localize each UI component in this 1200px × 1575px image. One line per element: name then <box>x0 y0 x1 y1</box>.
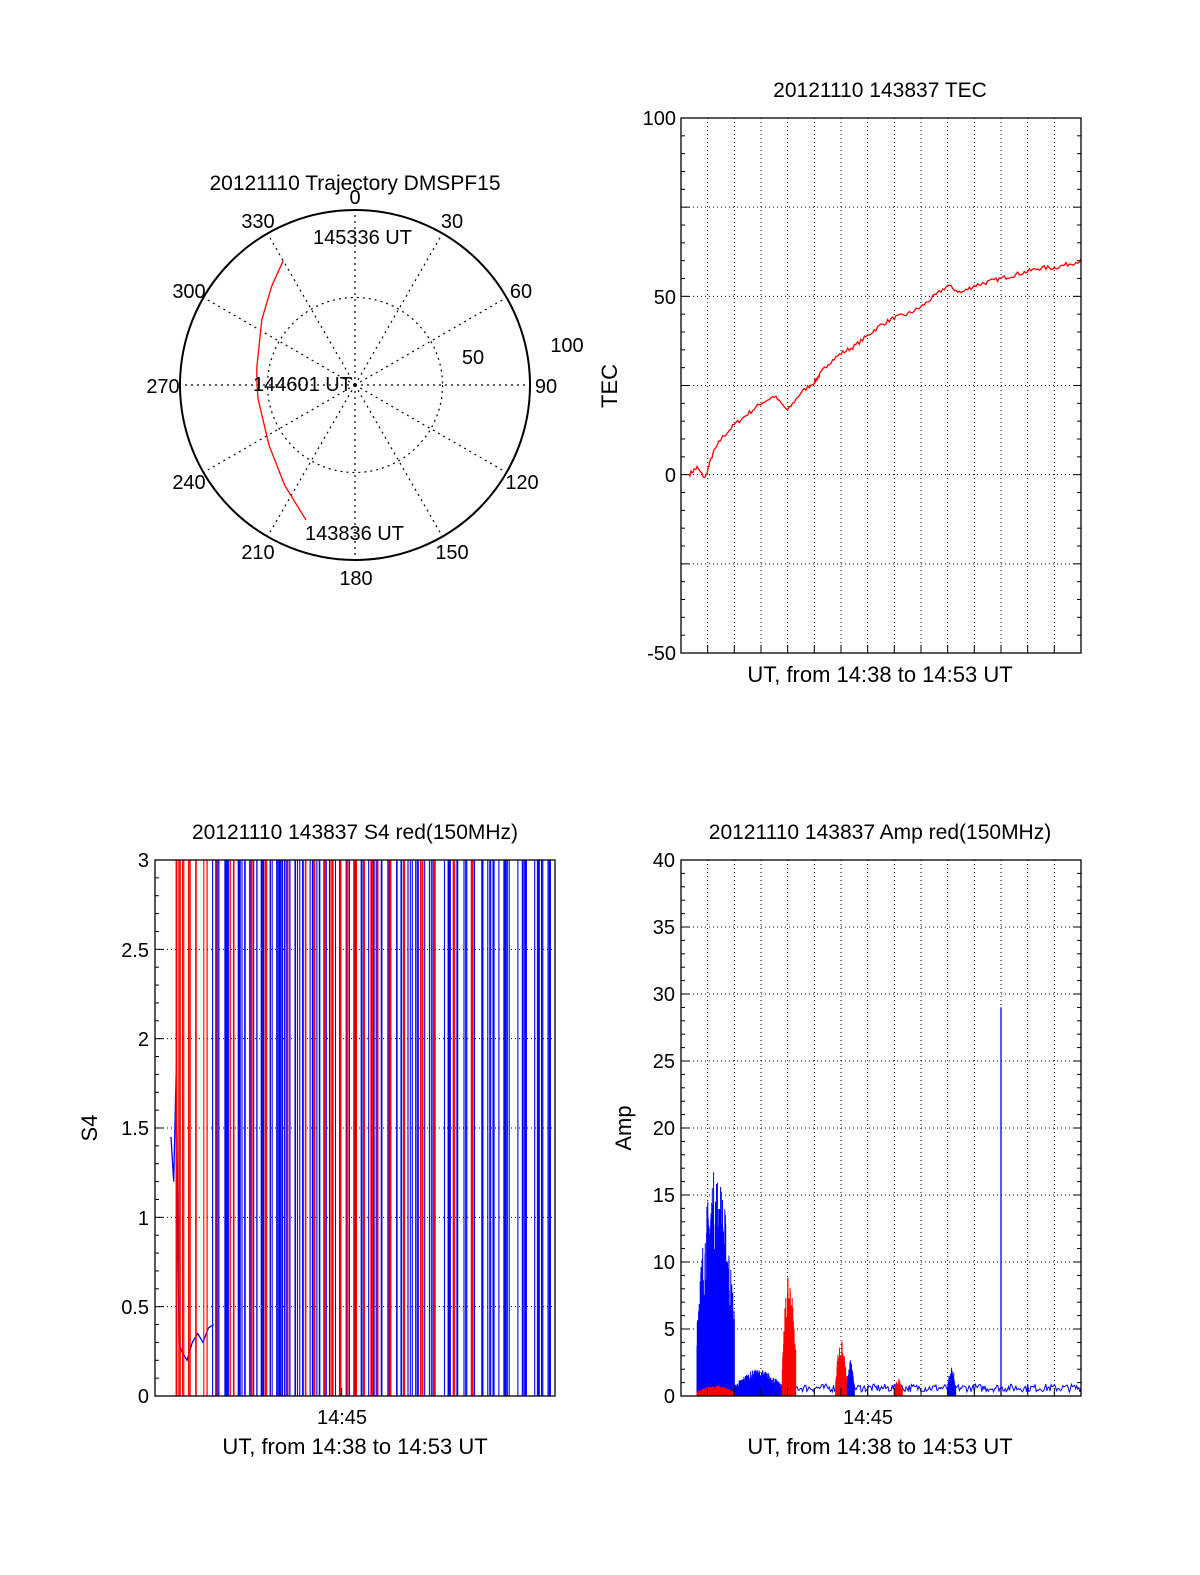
polar-angle-labels: 0 30 60 90 120 150 180 210 240 270 300 3… <box>146 187 557 590</box>
angle-label-210: 210 <box>241 542 274 564</box>
s4-ytick-2: 2 <box>138 1029 149 1051</box>
polar-outer-ring <box>179 209 531 561</box>
tec-y-axis-label: TEC <box>597 364 622 408</box>
angle-label-330: 330 <box>241 211 274 233</box>
s4-title: 20121110 143837 S4 red(150MHz) <box>192 821 518 844</box>
trajectory-track <box>256 260 307 521</box>
amp-ytick-5: 5 <box>664 1319 675 1341</box>
amp-red-burst-0 <box>696 1385 735 1396</box>
tec-series-line <box>688 258 1082 479</box>
amp-xtick-1445: 14:45 <box>843 1407 893 1429</box>
s4-x-axis-label: UT, from 14:38 to 14:53 UT <box>222 1434 487 1459</box>
radial-label-50: 50 <box>462 347 484 369</box>
amp-panel: 20121110 143837 Amp red(150MHz) 40 35 30… <box>611 821 1082 1459</box>
amp-x-axis-label: UT, from 14:38 to 14:53 UT <box>747 1434 1012 1459</box>
angle-label-180: 180 <box>339 568 372 590</box>
polar-spoke-60 <box>354 296 507 386</box>
trajectory-end-time: 145336 UT <box>313 227 412 249</box>
s4-ticks <box>155 877 343 1396</box>
angle-label-0: 0 <box>349 187 360 209</box>
polar-spoke-30 <box>354 233 444 386</box>
amp-title: 20121110 143837 Amp red(150MHz) <box>709 821 1051 844</box>
amp-ytick-0: 0 <box>664 1386 675 1408</box>
trajectory-title: 20121110 Trajectory DMSPF15 <box>209 172 500 195</box>
amp-ytick-15: 15 <box>653 1185 675 1207</box>
amp-blue-burst-0 <box>696 1172 735 1396</box>
angle-label-270: 270 <box>146 376 179 398</box>
amp-ytick-10: 10 <box>653 1252 675 1274</box>
polar-spoke-300 <box>203 296 356 386</box>
amp-plot-frame <box>680 859 1082 1397</box>
polar-ring-50 <box>266 296 444 474</box>
s4-panel: 20121110 143837 S4 red(150MHz) 3 2.5 2 1… <box>77 821 556 1459</box>
trajectory-start-time: 143836 UT <box>305 523 404 545</box>
angle-label-30: 30 <box>441 211 463 233</box>
amp-ytick-30: 30 <box>653 984 675 1006</box>
s4-series <box>170 860 551 1396</box>
s4-ytick-2-5: 2.5 <box>121 940 149 962</box>
s4-ytick-1-5: 1.5 <box>121 1118 149 1140</box>
polar-spoke-210 <box>266 384 356 537</box>
s4-plot-frame <box>154 859 556 1397</box>
amp-red-burst-1 <box>781 1277 797 1396</box>
s4-grid <box>155 948 555 1308</box>
angle-label-60: 60 <box>510 281 532 303</box>
s4-ytick-3: 3 <box>138 850 149 872</box>
tec-ytick-0: 0 <box>665 465 676 487</box>
tec-ytick-minus50: -50 <box>647 643 676 665</box>
amp-y-axis-label: Amp <box>611 1105 636 1150</box>
polar-grid <box>180 210 530 560</box>
trajectory-mid-time: 144601 UT <box>253 374 352 396</box>
amp-ytick-40: 40 <box>653 850 675 872</box>
amp-series <box>696 1007 1082 1396</box>
s4-ytick-0-5: 0.5 <box>121 1297 149 1319</box>
s4-xtick-1445: 14:45 <box>317 1407 367 1429</box>
tec-plot-frame <box>680 117 1082 654</box>
tec-x-axis-label: UT, from 14:38 to 14:53 UT <box>747 662 1012 687</box>
tec-grid <box>681 118 1081 653</box>
s4-blue-low-trace <box>170 1065 215 1362</box>
amp-grid <box>681 860 1081 1396</box>
angle-label-240: 240 <box>172 472 205 494</box>
tec-panel: 20121110 143837 TEC 100 50 0 -50 TEC UT,… <box>597 79 1082 687</box>
angle-label-90: 90 <box>535 376 557 398</box>
polar-spoke-240 <box>203 384 356 474</box>
s4-y-axis-label: S4 <box>77 1115 102 1142</box>
polar-spoke-120 <box>354 384 507 474</box>
trajectory-panel: 20121110 Trajectory DMSPF15 0 30 60 90 1… <box>146 172 583 590</box>
tec-title: 20121110 143837 TEC <box>773 79 987 102</box>
polar-spoke-330 <box>266 233 356 386</box>
tec-ytick-50: 50 <box>654 287 676 309</box>
angle-label-120: 120 <box>505 472 538 494</box>
tec-ytick-100: 100 <box>643 108 676 130</box>
polar-spoke-150 <box>354 384 444 537</box>
s4-ytick-0: 0 <box>138 1386 149 1408</box>
tec-ticks <box>681 135 1081 653</box>
angle-label-300: 300 <box>172 281 205 303</box>
s4-ytick-1: 1 <box>138 1208 149 1230</box>
amp-ytick-25: 25 <box>653 1051 675 1073</box>
angle-label-150: 150 <box>435 542 468 564</box>
amp-ytick-20: 20 <box>653 1118 675 1140</box>
amp-ticks <box>681 872 1081 1396</box>
radial-label-100: 100 <box>550 335 583 357</box>
amp-ytick-35: 35 <box>653 917 675 939</box>
amp-red-burst-2 <box>835 1341 847 1396</box>
